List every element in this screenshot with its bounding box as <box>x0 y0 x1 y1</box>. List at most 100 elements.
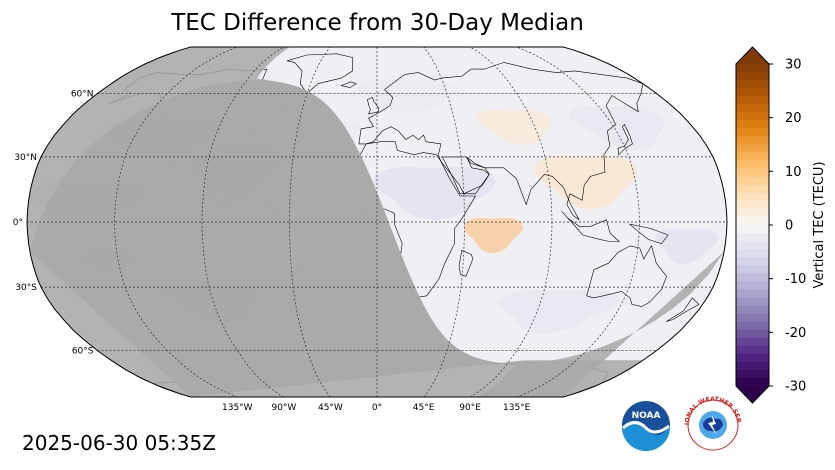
anomaly-blob <box>464 217 524 254</box>
colorbar-cell <box>736 200 769 210</box>
colorbar-cell <box>736 136 769 145</box>
anomaly-blob <box>371 166 497 221</box>
colorbar-label: Vertical TEC (TECU) <box>812 161 827 288</box>
continent-iceland <box>340 81 358 88</box>
meridian-line <box>201 47 285 397</box>
lat-label: 60°N <box>71 89 94 99</box>
colorbar-tick-label: -10 <box>785 272 806 287</box>
colorbar-cell <box>736 104 769 113</box>
meridian-line <box>469 47 553 397</box>
colorbar-cell <box>736 241 769 250</box>
continent-uk <box>367 97 380 115</box>
noaa-logo: NOAA <box>621 400 671 452</box>
colorbar-cell <box>736 305 769 315</box>
colorbar-cell <box>736 64 769 73</box>
anomaly-blob <box>499 290 618 334</box>
colorbar-cell <box>736 313 769 323</box>
agency-logos: NOAA NATIONAL WEATHER SERVICE <box>615 395 742 452</box>
colorbar-cell <box>736 257 769 266</box>
continent-eurasia <box>358 62 644 221</box>
colorbar-cell <box>736 72 769 81</box>
lon-label: 135°E <box>503 403 531 413</box>
continent-borneo-ng <box>628 223 669 245</box>
lon-label: 45°E <box>413 403 435 413</box>
colorbar-cell <box>736 353 769 363</box>
colorbar-cells <box>736 47 769 403</box>
colorbar-cell <box>736 152 769 162</box>
colorbar-tick-label: 10 <box>785 165 802 180</box>
continent-australia <box>586 245 667 307</box>
colorbar-cell <box>736 160 769 170</box>
colorbar-ticks: 30 20 10 0 -10 -20 -30 <box>769 58 806 395</box>
lon-label: 45°W <box>318 403 343 413</box>
meridian-line <box>516 47 640 397</box>
continent-africa <box>343 141 477 299</box>
lon-label: 135°W <box>222 403 253 413</box>
meridian-line <box>423 47 465 397</box>
night-shading-south <box>30 80 724 397</box>
lat-label: 60°S <box>72 347 94 357</box>
lat-label: 0° <box>13 218 23 228</box>
continent-japan <box>617 123 633 156</box>
colorbar-cell <box>736 289 769 298</box>
colorbar-cell <box>736 96 769 105</box>
continent-arabia-fill <box>441 156 490 195</box>
colorbar-tick-label: 30 <box>785 58 802 73</box>
anomaly-blob <box>655 228 719 265</box>
globe-outline <box>26 46 728 398</box>
colorbar-cell <box>736 337 769 347</box>
continent-madagascar <box>458 249 474 277</box>
colorbar-cell <box>736 225 769 234</box>
continent-nz <box>666 297 700 322</box>
colorbar-cell <box>736 192 769 202</box>
anomaly-blob <box>357 80 457 113</box>
lon-label: 90°E <box>459 403 481 413</box>
colorbar-cell <box>736 321 769 331</box>
colorbar-cell <box>736 128 769 137</box>
colorbar-cell <box>736 265 769 274</box>
colorbar-cell <box>736 176 769 186</box>
colorbar-cell <box>736 216 769 226</box>
colorbar-tick-label: 20 <box>785 111 802 126</box>
colorbar-cell <box>736 369 769 379</box>
colorbar-cell <box>736 233 769 242</box>
colorbar-cell <box>736 361 769 371</box>
anomaly-blob <box>477 109 552 145</box>
continent-indonesia <box>561 210 620 242</box>
colorbar-cell <box>736 345 769 355</box>
lon-label: 90°W <box>271 403 296 413</box>
colorbar-extend-top <box>736 47 769 64</box>
colorbar-cell <box>736 273 769 282</box>
meridian-line <box>289 47 331 397</box>
colorbar-cell <box>736 184 769 194</box>
colorbar-cell <box>736 281 769 290</box>
colorbar-cell <box>736 168 769 178</box>
colorbar-tick-label: -30 <box>785 380 806 395</box>
continent-greenland <box>287 53 354 94</box>
colorbar-cell <box>736 88 769 97</box>
colorbar-tick-label: 0 <box>785 219 793 234</box>
colorbar-cell <box>736 144 769 154</box>
lat-label: 30°N <box>14 153 37 163</box>
colorbar-cell <box>736 297 769 306</box>
colorbar-cell <box>736 112 769 121</box>
noaa-logo-text: NOAA <box>632 411 661 421</box>
map-title: TEC Difference from 30-Day Median <box>171 10 584 36</box>
colorbar-cell <box>736 329 769 339</box>
colorbar-cell <box>736 80 769 89</box>
graticule <box>27 47 727 397</box>
meridian-line <box>114 47 238 397</box>
colorbar-cell <box>736 249 769 258</box>
lat-label: 30°S <box>15 283 37 293</box>
colorbar-tick-label: -20 <box>785 326 806 341</box>
colorbar-extend-bottom <box>736 386 769 403</box>
longitude-labels: 135°W 90°W 45°W 0° 45°E 90°E 135°E <box>222 403 531 413</box>
anomaly-blob <box>568 106 665 150</box>
timestamp: 2025-06-30 05:35Z <box>22 431 216 455</box>
latitude-labels: 60°N 30°N 0° 30°S 60°S <box>13 89 94 356</box>
colorbar-cell <box>736 120 769 129</box>
lon-label: 0° <box>372 403 382 413</box>
